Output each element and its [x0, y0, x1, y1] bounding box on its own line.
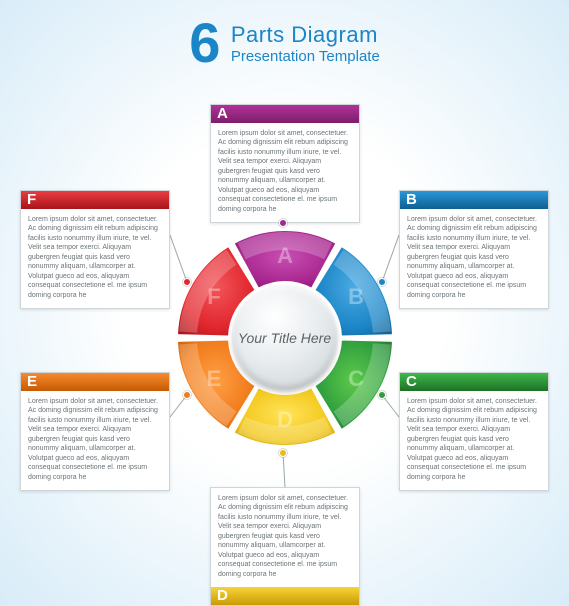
header-titles: Parts Diagram Presentation Template [231, 22, 380, 65]
callout-bar-e: E [21, 373, 169, 391]
pin-a [279, 219, 287, 227]
callout-body-a: Lorem ipsum dolor sit amet, consectetuer… [211, 123, 359, 222]
pin-e [183, 391, 191, 399]
wheel-letter-f: F [207, 284, 220, 309]
callout-body-b: Lorem ipsum dolor sit amet, consectetuer… [400, 209, 548, 308]
callout-bar-b: B [400, 191, 548, 209]
header-line1: Parts Diagram [231, 22, 380, 48]
wheel-letter-d: D [277, 407, 293, 432]
pin-f [183, 278, 191, 286]
pin-d [279, 449, 287, 457]
callout-bar-c: C [400, 373, 548, 391]
callout-body-e: Lorem ipsum dolor sit amet, consectetuer… [21, 391, 169, 490]
leader-d [283, 453, 285, 487]
callout-c: CLorem ipsum dolor sit amet, consectetue… [399, 372, 549, 491]
callout-body-c: Lorem ipsum dolor sit amet, consectetuer… [400, 391, 548, 490]
wheel-letter-b: B [348, 284, 364, 309]
callout-bar-f: F [21, 191, 169, 209]
callout-bar-a: A [211, 105, 359, 123]
callout-e: ELorem ipsum dolor sit amet, consectetue… [20, 372, 170, 491]
header-line2: Presentation Template [231, 48, 380, 65]
wheel-letter-c: C [348, 366, 364, 391]
pin-b [378, 278, 386, 286]
center-title-text: Your Title Here [238, 330, 331, 347]
wheel-letter-e: E [206, 366, 221, 391]
callout-b: BLorem ipsum dolor sit amet, consectetue… [399, 190, 549, 309]
pin-c [378, 391, 386, 399]
header-numeral: 6 [189, 18, 220, 68]
callout-a: ALorem ipsum dolor sit amet, consectetue… [210, 104, 360, 223]
callout-body-f: Lorem ipsum dolor sit amet, consectetuer… [21, 209, 169, 308]
callout-d: Lorem ipsum dolor sit amet, consectetuer… [210, 487, 360, 606]
callout-body-d: Lorem ipsum dolor sit amet, consectetuer… [211, 488, 359, 587]
center-title-button: Your Title Here [233, 286, 337, 390]
callout-bar-d: D [211, 587, 359, 605]
header: 6 Parts Diagram Presentation Template [0, 18, 569, 68]
callout-f: FLorem ipsum dolor sit amet, consectetue… [20, 190, 170, 309]
wheel-letter-a: A [277, 243, 293, 268]
